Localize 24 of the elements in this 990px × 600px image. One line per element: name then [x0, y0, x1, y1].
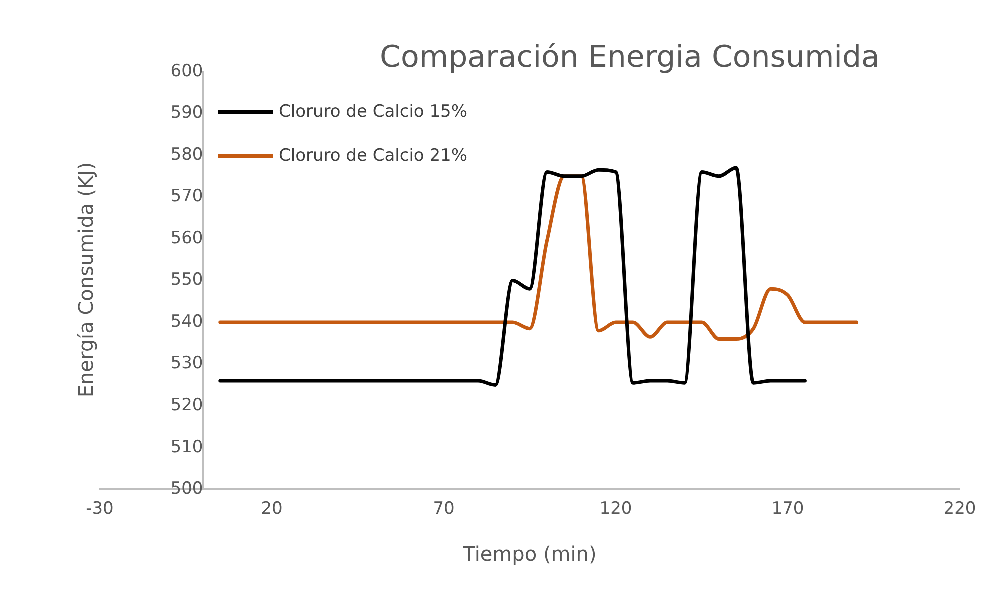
y-tick-label: 500 [170, 479, 204, 500]
x-tick-label: 170 [772, 499, 804, 520]
x-tick-label: 120 [600, 499, 632, 520]
y-tick-label: 560 [170, 228, 204, 248]
x-tick-label: 20 [261, 499, 283, 520]
legend-label: Cloruro de Calcio 15% [279, 102, 468, 122]
x-tick-label: -30 [86, 499, 114, 520]
x-tick-label: 70 [433, 499, 455, 520]
y-axis-title: Energía Consumida (KJ) [74, 162, 98, 398]
x-tick-label: 220 [944, 499, 976, 520]
y-tick-label: 520 [170, 396, 204, 416]
y-tick-label: 550 [170, 270, 204, 290]
y-tick-label: 530 [170, 354, 204, 374]
line-series [218, 166, 807, 387]
line-series [218, 174, 859, 342]
y-tick-label: 580 [170, 144, 204, 165]
y-tick-label: 590 [170, 103, 204, 124]
chart-title: Comparación Energia Consumida [379, 40, 881, 75]
legend-label: Cloruro de Calcio 21% [279, 146, 468, 166]
y-tick-label: 510 [170, 437, 204, 458]
y-tick-label: 570 [170, 186, 204, 207]
y-tick-label: 540 [170, 312, 204, 332]
x-axis-title: Tiempo (min) [462, 542, 597, 566]
y-tick-label: 600 [170, 61, 204, 82]
